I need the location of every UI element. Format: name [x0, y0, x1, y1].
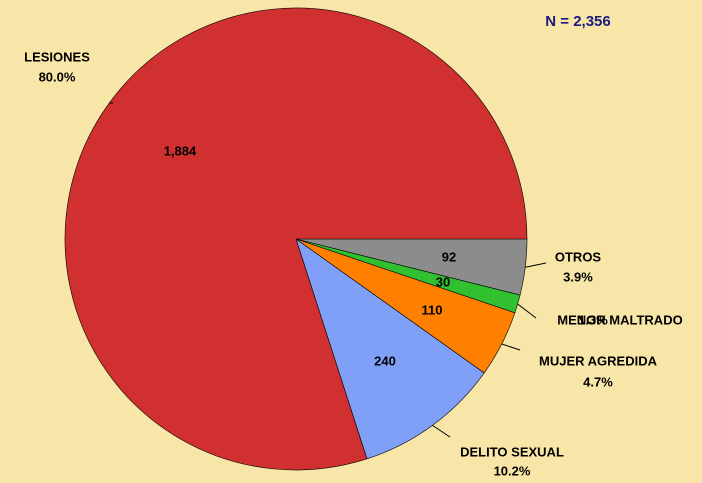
category-label: LESIONES [24, 49, 90, 64]
percent-label: 80.0% [39, 69, 76, 84]
value-label: 110 [422, 302, 443, 317]
pie-slice [64, 7, 528, 471]
value-label: 92 [442, 249, 456, 264]
category-label: DELITO SEXUAL [460, 444, 564, 459]
chart-title: N = 2,356 [545, 13, 610, 30]
leader-line [525, 262, 547, 268]
percent-label: 3.9% [563, 269, 593, 284]
value-label: 30 [436, 274, 450, 289]
leader-line [501, 343, 521, 351]
percent-label: 1.3% [578, 312, 608, 327]
percent-label: 10.2% [494, 463, 531, 478]
leader-line [517, 303, 537, 319]
leader-line [432, 424, 451, 438]
percent-label: 4.7% [583, 374, 613, 389]
value-label: 240 [374, 353, 396, 368]
category-label: MENOR MALTRADO [557, 312, 682, 327]
category-label: MUJER AGREDIDA [539, 353, 658, 368]
value-label: 1,884 [164, 143, 197, 158]
category-label: OTROS [555, 249, 602, 264]
